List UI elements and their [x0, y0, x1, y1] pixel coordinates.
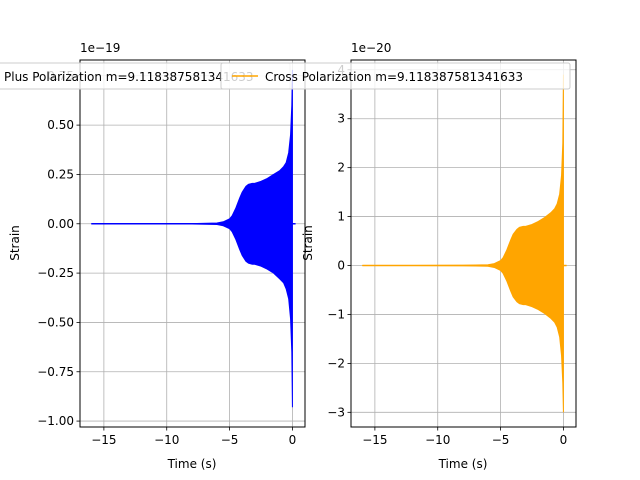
- plus-strain-envelope: [91, 69, 293, 408]
- plus-y-tick-label: 0.00: [47, 217, 74, 231]
- cross-x-tick-label: 0: [560, 433, 568, 447]
- cross-y-axis-label: Strain: [301, 225, 315, 261]
- cross-legend: Cross Polarization m=9.118387581341633: [220, 62, 571, 90]
- cross-offset-text: 1e−20: [351, 41, 391, 55]
- cross-polarization-panel: −15−10−50−3−2−101234 1e−20 Time (s) Stra…: [301, 41, 577, 471]
- cross-x-tick-label: −15: [362, 433, 387, 447]
- plus-offset-text: 1e−19: [80, 41, 120, 55]
- cross-x-axis-label: Time (s): [438, 457, 488, 471]
- cross-grid: [351, 60, 576, 427]
- cross-strain-series: [362, 74, 567, 413]
- cross-y-tick-label: −1: [327, 307, 345, 321]
- plus-x-axis-label: Time (s): [167, 457, 217, 471]
- cross-y-tick-label: 1: [337, 210, 345, 224]
- cross-y-tick-label: 0: [337, 259, 345, 273]
- cross-legend-label: Cross Polarization m=9.118387581341633: [265, 70, 523, 84]
- cross-x-tick-label: −10: [425, 433, 450, 447]
- cross-legend-box: [220, 62, 571, 90]
- plus-strain-series: [91, 69, 296, 408]
- cross-strain-envelope: [362, 74, 564, 413]
- plus-ticks: −15 −10 −5 0 −1.00 −0.75 −0.50 −0.25 0.00 0.25 0.5…: [37, 69, 296, 447]
- cross-y-tick-label: 2: [337, 161, 345, 175]
- plus-y-tick-label: 0.50: [47, 118, 74, 132]
- plus-x-tick-label: −15: [91, 433, 116, 447]
- plus-legend-label: Plus Polarization m=9.118387581341633: [4, 70, 254, 84]
- plus-y-tick-label: 0.25: [47, 167, 74, 181]
- plus-y-axis-label: Strain: [8, 225, 22, 261]
- plus-polarization-panel: −15 −10 −5 0 −1.00 −0.75 −0.50 −0.25 0.00 0.25 0.5…: [8, 41, 306, 471]
- plus-axes-frame: [79, 59, 306, 428]
- plus-y-tick-label: −0.25: [37, 266, 74, 280]
- cross-ticks: −15−10−50−3−2−101234: [327, 63, 567, 447]
- plus-y-tick-label: −0.75: [37, 365, 74, 379]
- cross-y-tick-label: 3: [337, 112, 345, 126]
- cross-x-tick-label: −5: [492, 433, 510, 447]
- cross-y-tick-label: −2: [327, 356, 345, 370]
- plus-y-tick-label: −1.00: [37, 414, 74, 428]
- cross-y-tick-label: −3: [327, 405, 345, 419]
- plus-x-tick-label: −5: [221, 433, 239, 447]
- plus-x-tick-label: −10: [154, 433, 179, 447]
- cross-axes-frame: [350, 59, 577, 428]
- plus-y-tick-label: −0.50: [37, 315, 74, 329]
- plus-x-tick-label: 0: [289, 433, 297, 447]
